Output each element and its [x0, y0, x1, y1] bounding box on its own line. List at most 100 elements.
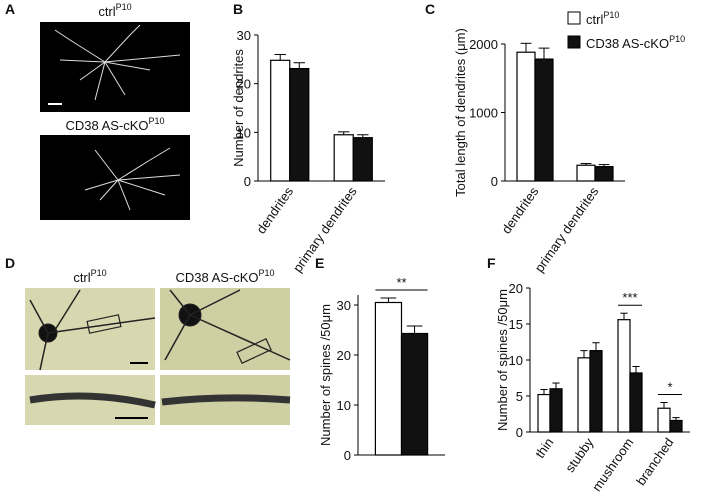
image-caption: ctrlP10	[98, 2, 131, 19]
bar	[333, 134, 354, 182]
image-caption-main: ctrl	[73, 270, 90, 285]
legend-label: ctrlP10	[586, 10, 619, 27]
image-caption-main: CD38 AS-cKO	[175, 270, 258, 285]
x-tick-label: primary dendrites	[532, 184, 602, 275]
y-axis-label: Number of spines /50μm	[318, 304, 333, 446]
y-tick-label: 30	[337, 298, 351, 313]
error-bar	[538, 47, 550, 60]
error-bar	[672, 417, 680, 421]
bar	[400, 332, 429, 456]
error-bar	[274, 53, 286, 61]
image-caption-main: CD38 AS-cKO	[65, 118, 148, 133]
error-bar	[580, 163, 592, 166]
error-bar	[620, 312, 628, 320]
x-tick-label: thin	[532, 435, 556, 461]
bar	[374, 301, 403, 456]
error-bar	[592, 342, 600, 351]
y-tick-label: 15	[509, 317, 523, 332]
panel-label: D	[5, 255, 15, 271]
error-bar	[357, 134, 369, 138]
x-tick-label: dendrites	[498, 184, 541, 237]
panel-label: C	[425, 1, 435, 17]
error-bar	[520, 42, 532, 53]
image-caption-sup: P10	[149, 116, 165, 126]
legend-label-main: CD38 AS-cKO	[586, 36, 669, 51]
panel-label: E	[315, 255, 324, 271]
micrograph	[40, 135, 190, 220]
error-bar	[293, 62, 305, 69]
bar	[576, 164, 596, 182]
y-tick-label: 0	[244, 174, 251, 189]
y-tick-label: 0	[491, 174, 498, 189]
image-caption-sup: P10	[259, 268, 275, 278]
neuron-photo	[29, 289, 291, 409]
panel-label: A	[5, 1, 15, 17]
y-tick-label: 20	[237, 77, 251, 92]
image-caption: CD38 AS-cKOP10	[175, 268, 274, 285]
image-caption: CD38 AS-cKOP10	[65, 116, 164, 133]
legend-label: CD38 AS-cKOP10	[586, 34, 685, 51]
y-tick-label: 2000	[469, 37, 498, 52]
image-caption: ctrlP10	[73, 268, 106, 285]
y-tick-label: 10	[237, 125, 251, 140]
image-caption-main: ctrl	[98, 4, 115, 19]
error-bar	[338, 131, 350, 135]
image-caption-sup: P10	[116, 2, 132, 12]
error-bar	[660, 401, 668, 409]
bar	[594, 166, 614, 182]
y-tick-label: 20	[337, 348, 351, 363]
y-tick-label: 20	[509, 281, 523, 296]
bar	[289, 67, 310, 182]
significance-label: **	[396, 275, 406, 290]
y-tick-label: 10	[509, 353, 523, 368]
significance-label: *	[667, 379, 672, 394]
neuron-drawing	[54, 24, 181, 101]
y-axis-label: Number of dendrites	[231, 49, 246, 167]
x-tick-label: primary dendrites	[290, 184, 360, 275]
legend-label-main: ctrl	[586, 12, 603, 27]
bar	[270, 59, 291, 182]
legend-swatch	[567, 35, 581, 49]
bar	[534, 58, 554, 182]
bar	[629, 372, 643, 433]
legend-label-sup: P10	[603, 10, 619, 20]
panel-label: F	[487, 255, 496, 271]
legend-swatch	[567, 11, 581, 25]
bar	[669, 419, 683, 433]
micrograph	[160, 288, 290, 370]
bar	[549, 388, 563, 433]
y-axis-label: Number of spines /50μm	[495, 289, 510, 431]
y-tick-label: 5	[516, 389, 523, 404]
bar	[577, 357, 591, 433]
neuron-drawing	[84, 147, 181, 211]
bar	[657, 407, 671, 433]
error-bar	[632, 365, 640, 373]
bar	[617, 319, 631, 433]
x-tick-label: branched	[633, 435, 676, 488]
significance-label: ***	[622, 290, 637, 305]
y-tick-label: 1000	[469, 106, 498, 121]
bar-chart: 0 10 20 30 Number of dendrites dendritesprima…	[231, 28, 385, 275]
x-tick-label: stubby	[562, 435, 597, 475]
error-bar	[540, 389, 548, 395]
error-bar	[380, 297, 397, 303]
legend-label-sup: P10	[669, 34, 685, 44]
x-tick-label: dendrites	[253, 184, 296, 237]
bar	[589, 350, 603, 433]
y-axis-label: Total length of dendrites (μm)	[453, 28, 468, 197]
error-bar	[552, 382, 560, 389]
y-tick-label: 0	[344, 448, 351, 463]
bar	[516, 51, 536, 182]
y-tick-label: 0	[516, 425, 523, 440]
error-bar	[598, 164, 610, 167]
error-bar	[406, 325, 423, 334]
y-tick-label: 30	[237, 28, 251, 43]
bar	[537, 393, 551, 433]
bar	[352, 137, 373, 182]
error-bar	[580, 350, 588, 358]
image-caption-sup: P10	[91, 268, 107, 278]
y-tick-label: 10	[337, 398, 351, 413]
